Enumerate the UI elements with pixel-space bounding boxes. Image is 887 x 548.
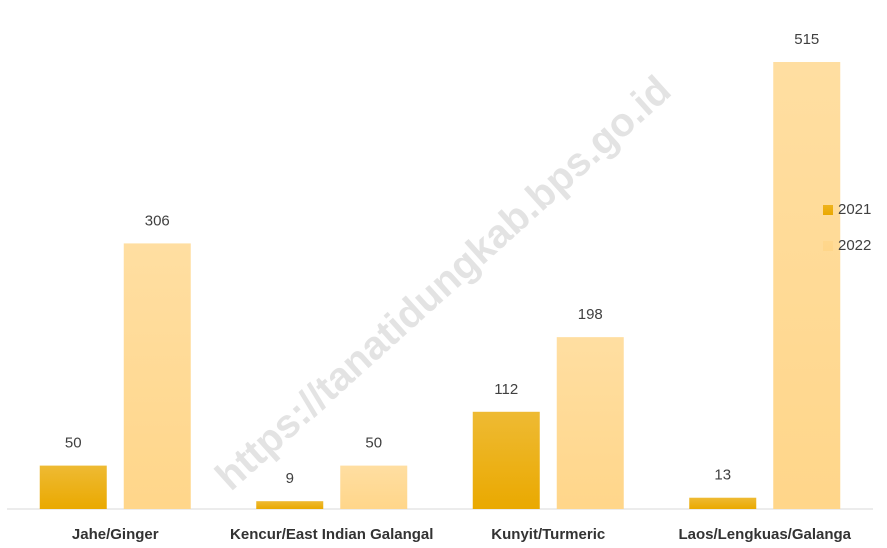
bar xyxy=(123,243,191,510)
data-label: 50 xyxy=(365,435,382,452)
bar xyxy=(472,411,540,509)
bar xyxy=(256,501,324,509)
data-label: 9 xyxy=(286,470,294,487)
bar xyxy=(689,497,757,509)
data-label: 515 xyxy=(794,31,819,48)
data-label: 306 xyxy=(145,212,170,229)
x-tick-label: Kunyit/Turmeric xyxy=(491,526,605,543)
x-tick-label: Kencur/East Indian Galangal xyxy=(230,526,433,543)
bar xyxy=(773,62,841,509)
legend-swatch xyxy=(823,205,833,215)
data-label: 112 xyxy=(494,381,518,398)
data-label: 198 xyxy=(578,306,603,323)
x-tick-label: Laos/Lengkuas/Galanga xyxy=(678,526,851,543)
data-label: 50 xyxy=(65,435,82,452)
legend-swatch xyxy=(823,241,833,251)
legend-label: 2022 xyxy=(838,237,871,254)
x-tick-label: Jahe/Ginger xyxy=(72,526,159,543)
bar xyxy=(556,337,624,509)
bar xyxy=(340,465,408,509)
data-label: 13 xyxy=(714,467,731,484)
bar xyxy=(39,465,107,509)
legend-label: 2021 xyxy=(838,201,871,218)
